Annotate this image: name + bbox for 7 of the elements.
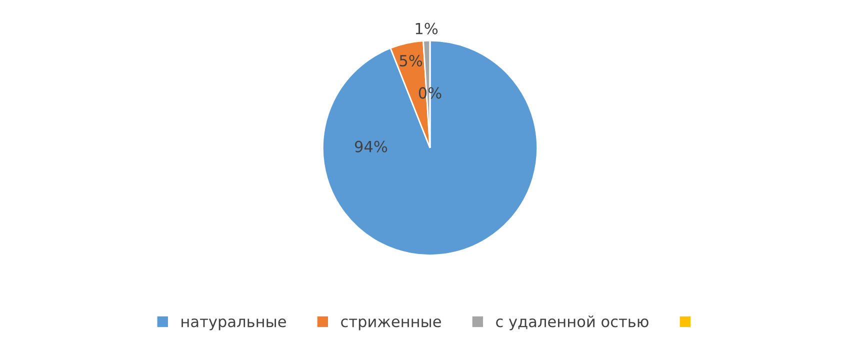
pie-slice [322, 40, 538, 256]
data-label: 5% [400, 54, 422, 66]
data-label: 1% [416, 22, 438, 34]
legend-label: стриженные [341, 318, 441, 330]
legend-label: натуральные [182, 318, 286, 330]
data-label: 94% [354, 140, 388, 152]
legend-label: с удаленной остью [496, 316, 648, 330]
